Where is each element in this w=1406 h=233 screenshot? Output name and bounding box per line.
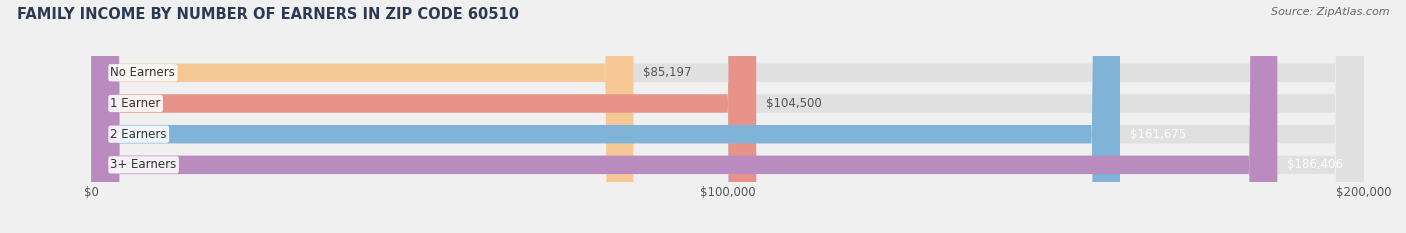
Text: $85,197: $85,197 [643, 66, 692, 79]
FancyBboxPatch shape [91, 0, 1121, 233]
Text: 3+ Earners: 3+ Earners [111, 158, 177, 171]
Text: 1 Earner: 1 Earner [111, 97, 160, 110]
Text: FAMILY INCOME BY NUMBER OF EARNERS IN ZIP CODE 60510: FAMILY INCOME BY NUMBER OF EARNERS IN ZI… [17, 7, 519, 22]
FancyBboxPatch shape [91, 0, 756, 233]
FancyBboxPatch shape [91, 0, 1364, 233]
FancyBboxPatch shape [91, 0, 634, 233]
Text: Source: ZipAtlas.com: Source: ZipAtlas.com [1271, 7, 1389, 17]
FancyBboxPatch shape [91, 0, 1364, 233]
Text: $186,406: $186,406 [1286, 158, 1343, 171]
Text: $104,500: $104,500 [766, 97, 821, 110]
Text: No Earners: No Earners [111, 66, 176, 79]
FancyBboxPatch shape [91, 0, 1364, 233]
Text: $161,675: $161,675 [1129, 128, 1185, 141]
FancyBboxPatch shape [91, 0, 1277, 233]
FancyBboxPatch shape [91, 0, 1364, 233]
Text: 2 Earners: 2 Earners [111, 128, 167, 141]
